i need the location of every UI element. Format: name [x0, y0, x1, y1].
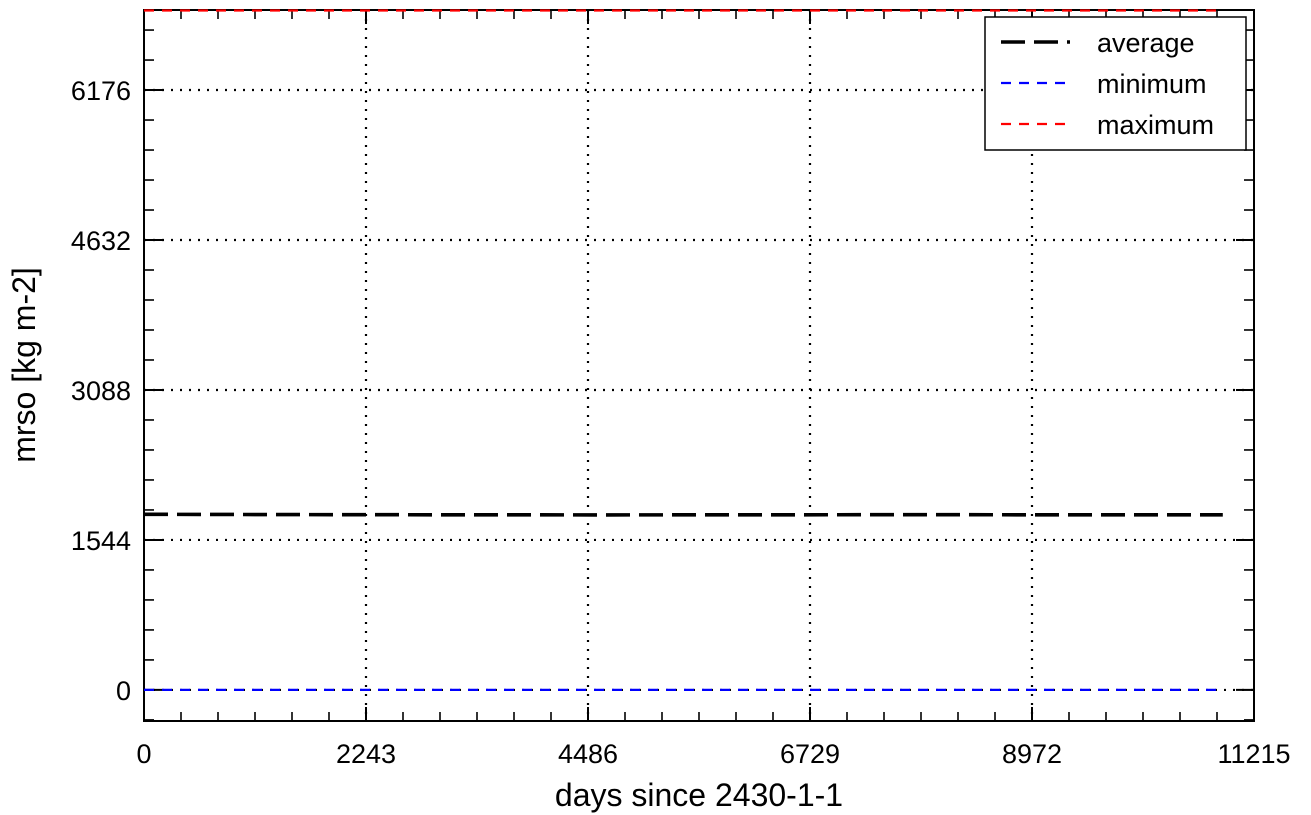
series-line-average [143, 512, 1223, 517]
y-ticks: 0 1544 3088 4632 6176 [71, 76, 1254, 706]
x-tick-label: 4486 [558, 739, 618, 769]
y-tick-label: 1544 [71, 526, 131, 556]
x-ticks: 0 2243 4486 6729 8972 11215 [136, 10, 1291, 769]
x-tick-label: 2243 [336, 739, 396, 769]
y-tick-label: 3088 [71, 376, 131, 406]
x-axis-label: days since 2430-1-1 [555, 777, 843, 813]
y-axis-label: mrso [kg m-2] [6, 267, 42, 463]
x-tick-label: 0 [136, 739, 151, 769]
series-lines [143, 9, 1223, 692]
legend-label-maximum: maximum [1097, 110, 1214, 140]
x-tick-label: 6729 [780, 739, 840, 769]
y-tick-label: 6176 [71, 76, 131, 106]
y-tick-label: 0 [116, 676, 131, 706]
x-tick-label: 11215 [1217, 739, 1290, 769]
x-tick-label: 8972 [1002, 739, 1062, 769]
legend-label-minimum: minimum [1097, 69, 1207, 99]
legend: average minimum maximum [984, 16, 1247, 151]
y-tick-label: 4632 [71, 226, 131, 256]
legend-label-average: average [1097, 28, 1195, 58]
